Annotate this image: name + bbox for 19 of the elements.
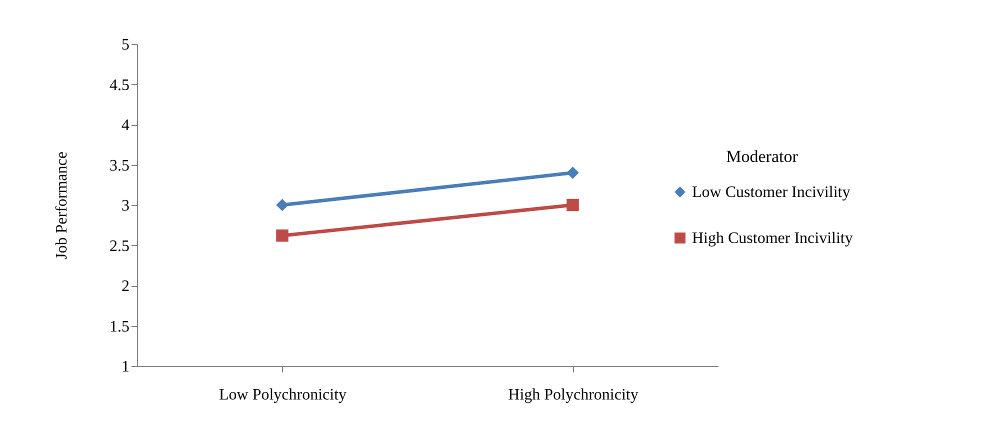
point bbox=[566, 198, 579, 212]
y-tick-label: 2.5 bbox=[110, 238, 130, 255]
y-tick-label: 3.5 bbox=[110, 157, 130, 174]
legend-label: Low Customer Incivility bbox=[692, 184, 850, 201]
point bbox=[276, 229, 288, 242]
point bbox=[566, 166, 579, 179]
y-tick-label: 4 bbox=[122, 117, 130, 134]
x-tick-label: Low Polychronicity bbox=[218, 386, 347, 404]
y-axis-title: Job Performance bbox=[54, 152, 70, 260]
y-tick-label: 1.5 bbox=[110, 318, 130, 336]
y-tick-label: 4.5 bbox=[110, 76, 130, 94]
y-tick-label: 3 bbox=[122, 198, 130, 214]
y-tick-label: 2 bbox=[122, 278, 130, 295]
legend-label: High Customer Incivility bbox=[692, 230, 853, 247]
y-tick-label: 5 bbox=[122, 36, 130, 54]
y-tick-label: 1 bbox=[122, 358, 130, 376]
point bbox=[276, 198, 288, 212]
x-tick-label: High Polychronicity bbox=[508, 386, 638, 404]
legend-title: Moderator bbox=[726, 147, 798, 166]
